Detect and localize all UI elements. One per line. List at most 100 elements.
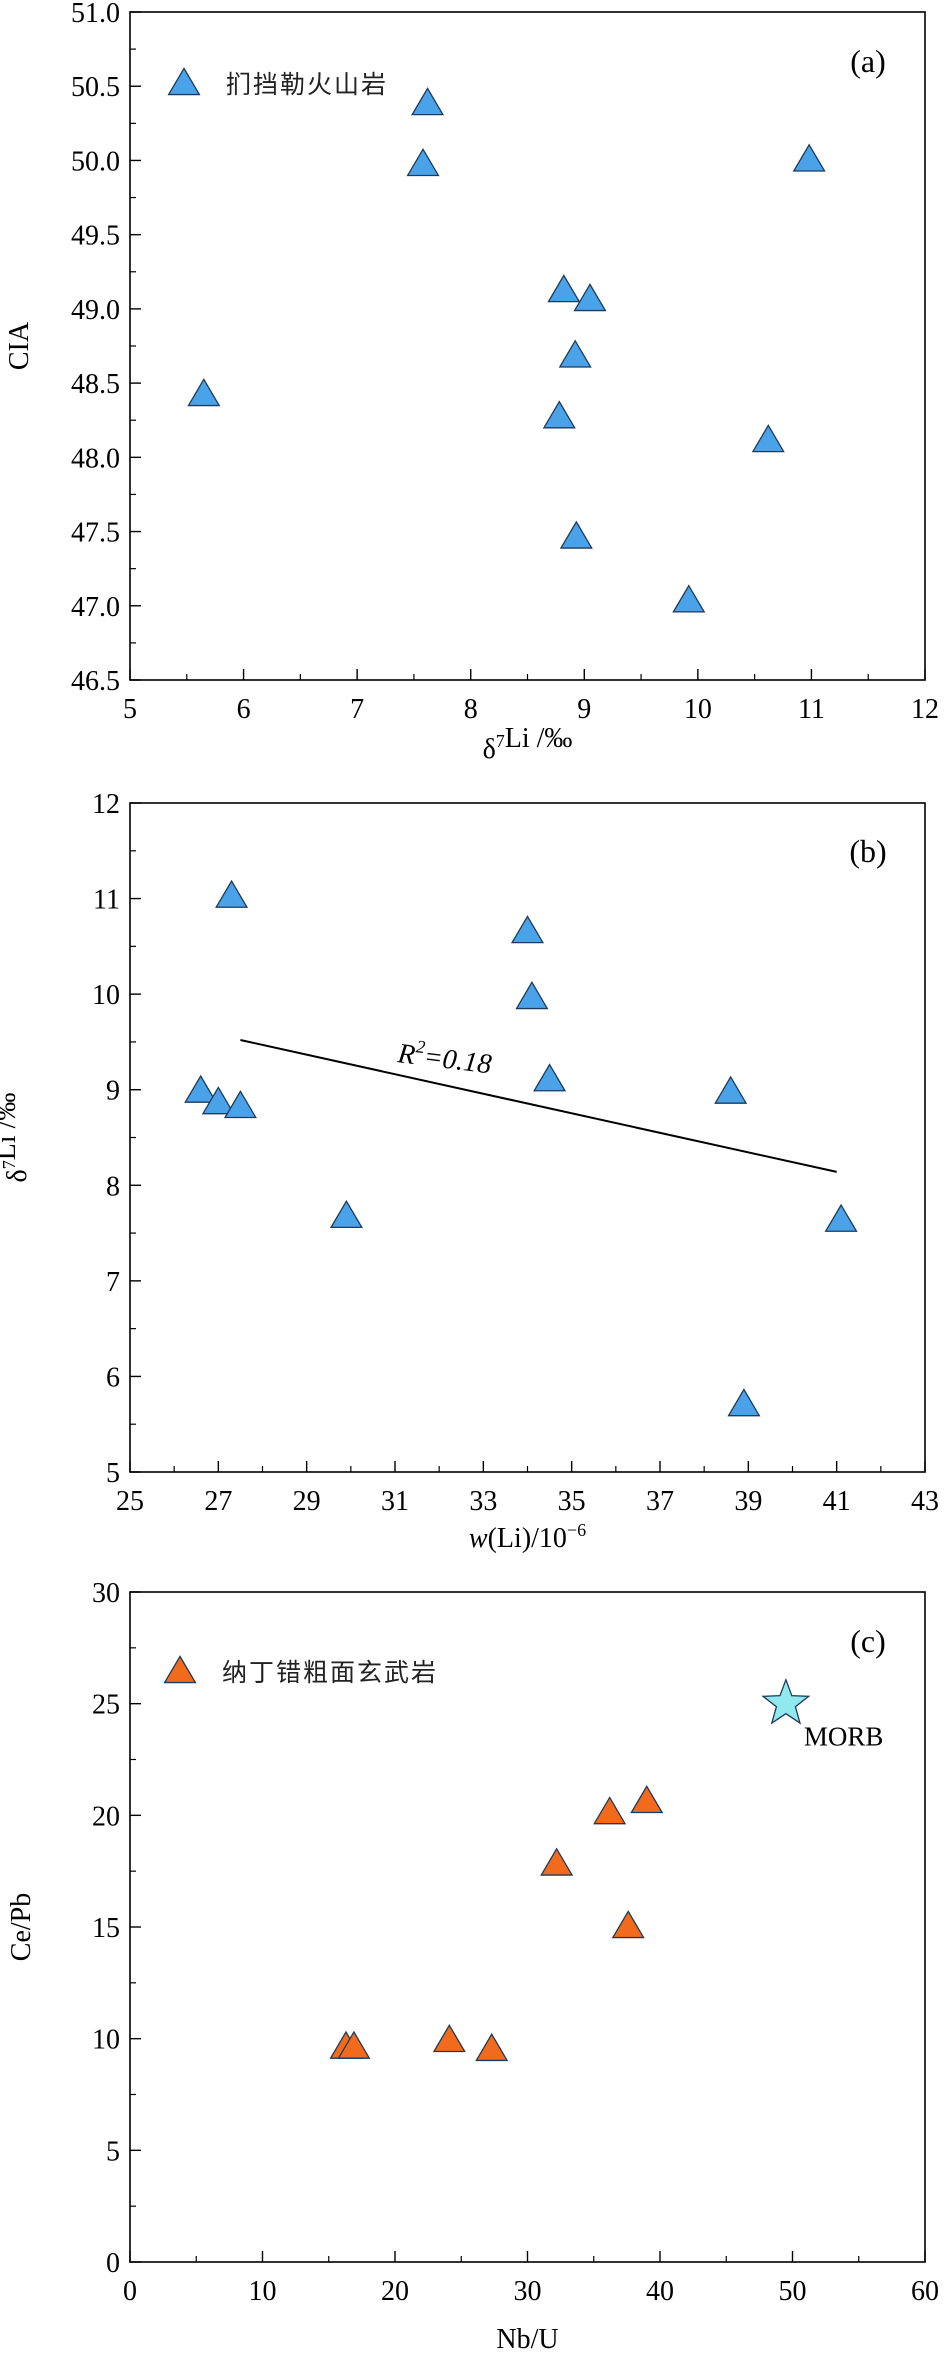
x-tick-label: 10: [684, 694, 712, 725]
x-tick-label: 5: [123, 694, 137, 725]
y-axis-title: Ce/Pb: [6, 1893, 37, 1961]
y-tick-label: 15: [92, 1913, 120, 1944]
y-tick-label: 8: [106, 1171, 120, 1202]
y-tick-label: 9: [106, 1076, 120, 1107]
data-point: [542, 400, 576, 429]
data-point: [559, 520, 593, 549]
y-tick-label: 49.5: [71, 221, 120, 252]
x-tick-label: 31: [381, 1486, 409, 1517]
x-tick-label: 6: [237, 694, 251, 725]
y-axis-title: CIA: [4, 321, 35, 370]
data-point: [223, 1090, 257, 1119]
panel-label: (a): [850, 43, 886, 79]
panel-a-chart: 5 6 7 8 9 10 11 12 46.5 47.0 47.5 48.0 48.5 49.0 49.5 5…: [4, 0, 939, 765]
data-point: [630, 1785, 664, 1814]
data-point: [329, 1199, 363, 1229]
data-point: [515, 981, 549, 1010]
r-squared-annotation: R2=0.18: [395, 1034, 494, 1080]
data-point: [406, 147, 440, 177]
panel-label: (c): [850, 1623, 886, 1659]
x-tick-label: 11: [798, 694, 825, 725]
x-tick-label: 7: [350, 694, 364, 725]
y-tick-label: 0: [106, 2248, 120, 2279]
data-point: [540, 1847, 574, 1876]
x-tick-label: 25: [116, 1486, 144, 1517]
x-tick-label: 33: [469, 1486, 497, 1517]
data-point: [547, 274, 581, 303]
x-tick-label: 30: [514, 2276, 542, 2307]
data-point: [411, 87, 445, 116]
y-tick-label: 5: [106, 2136, 120, 2167]
x-tick-label: 37: [646, 1486, 674, 1517]
y-tick-label: 51.0: [71, 0, 120, 29]
panel-label: (b): [849, 833, 886, 869]
data-point: [215, 879, 249, 908]
y-tick-label: 25: [92, 1690, 120, 1721]
x-tick-label: 39: [734, 1486, 762, 1517]
y-tick-label: 48.0: [71, 443, 120, 474]
data-point: [558, 339, 592, 368]
x-tick-label: 12: [911, 694, 939, 725]
legend-marker: [167, 67, 201, 96]
y-tick-label: 49.0: [71, 295, 120, 326]
y-tick-label: 47.5: [71, 518, 120, 549]
y-tick-label: 48.5: [71, 369, 120, 400]
y-tick-label: 50.5: [71, 72, 120, 103]
data-point: [533, 1063, 567, 1092]
morb-star-point: [761, 1677, 811, 1725]
y-tick-label: 12: [92, 789, 120, 820]
x-axis-title: δ7Li /‰: [483, 723, 573, 765]
y-tick-label: 5: [106, 1458, 120, 1489]
x-tick-label: 20: [381, 2276, 409, 2307]
x-tick-label: 29: [293, 1486, 321, 1517]
data-point: [727, 1388, 761, 1417]
y-tick-label: 30: [92, 1578, 120, 1609]
data-point: [824, 1203, 858, 1232]
point-label: MORB: [804, 1722, 884, 1752]
y-tick-label: 10: [92, 980, 120, 1011]
y-tick-label: 46.5: [71, 666, 120, 697]
panel-c-chart: 0 10 20 30 40 50 60 0 5 10 15 20 25 30 Nb/U Ce/Pb (c) 纳丁错…: [6, 1578, 939, 2355]
y-tick-label: 10: [92, 2025, 120, 2056]
legend-marker: [163, 1655, 197, 1684]
x-tick-label: 9: [577, 694, 591, 725]
plot-frame: [129, 1591, 926, 2263]
x-tick-label: 40: [646, 2276, 674, 2307]
plot-frame: [129, 11, 926, 681]
x-tick-label: 50: [779, 2276, 807, 2307]
x-tick-label: 60: [911, 2276, 939, 2307]
data-point: [672, 584, 706, 613]
y-tick-label: 6: [106, 1362, 120, 1393]
data-point: [201, 1086, 235, 1115]
y-tick-label: 7: [106, 1267, 120, 1298]
y-tick-label: 50.0: [71, 146, 120, 177]
x-tick-label: 41: [823, 1486, 851, 1517]
data-point: [792, 143, 826, 172]
x-tick-label: 35: [558, 1486, 586, 1517]
plot-frame: [129, 802, 926, 1473]
x-axis-title: w(Li)/10−6: [469, 1520, 586, 1554]
x-tick-label: 10: [249, 2276, 277, 2307]
y-tick-label: 11: [93, 885, 120, 916]
legend-label: 扪挡勒火山岩: [226, 70, 388, 99]
x-tick-label: 27: [204, 1486, 232, 1517]
data-point: [611, 1910, 645, 1939]
data-point: [184, 1074, 218, 1103]
data-point: [432, 2023, 466, 2053]
panel-b-chart: 25 27 29 31 33 35 37 39 41 43 5 6 7 8 9 10 11 12 w(Li)/10−…: [0, 789, 939, 1554]
x-axis-title: Nb/U: [496, 2324, 558, 2355]
y-axis-title: δ7Li /‰: [0, 1093, 33, 1183]
data-point: [187, 378, 221, 407]
data-point: [573, 283, 607, 312]
y-tick-label: 20: [92, 1801, 120, 1832]
legend-label: 纳丁错粗面玄武岩: [222, 1658, 438, 1687]
x-tick-label: 0: [123, 2276, 137, 2307]
x-tick-label: 43: [911, 1486, 939, 1517]
data-point: [714, 1075, 748, 1104]
data-point: [593, 1796, 627, 1825]
y-tick-label: 47.0: [71, 592, 120, 623]
data-point: [510, 915, 545, 944]
trend-line: [240, 1039, 837, 1173]
data-point: [751, 424, 785, 453]
